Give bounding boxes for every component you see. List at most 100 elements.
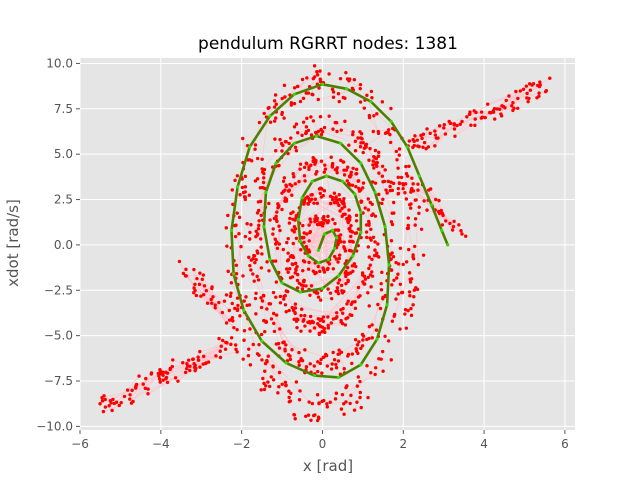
solution-node <box>386 303 389 306</box>
tree-node <box>525 84 528 87</box>
tree-node <box>347 79 350 82</box>
solution-node <box>293 93 296 96</box>
tree-node <box>262 294 265 297</box>
tree-node <box>294 262 297 265</box>
solution-node <box>430 203 433 206</box>
tree-node <box>348 402 351 405</box>
tree-node <box>377 155 380 158</box>
tree-node <box>374 149 377 152</box>
tree-node <box>283 176 286 179</box>
tree-node <box>265 260 268 263</box>
tree-node <box>283 349 286 352</box>
tree-node <box>291 275 294 278</box>
tree-node <box>370 96 373 99</box>
tree-node <box>233 179 236 182</box>
tree-node <box>414 286 417 289</box>
tree-node <box>243 329 246 332</box>
tree-node <box>323 327 326 330</box>
tree-node <box>441 212 444 215</box>
tree-node <box>270 317 273 320</box>
tree-node <box>292 175 295 178</box>
tree-node <box>323 170 326 173</box>
tree-node <box>341 307 344 310</box>
tree-node <box>355 172 358 175</box>
tree-node <box>397 192 400 195</box>
tree-node <box>275 220 278 223</box>
tree-node <box>184 268 187 271</box>
tree-node <box>329 401 332 404</box>
tree-node <box>394 297 397 300</box>
x-tick-label: 6 <box>561 437 569 451</box>
tree-node <box>356 343 359 346</box>
tree-node <box>225 321 228 324</box>
tree-node <box>293 417 296 420</box>
tree-node <box>305 365 308 368</box>
tree-node <box>123 395 126 398</box>
tree-node <box>287 309 290 312</box>
tree-node <box>171 365 174 368</box>
tree-node <box>411 303 414 306</box>
tree-node <box>259 296 262 299</box>
tree-node <box>131 400 134 403</box>
tree-node <box>259 237 262 240</box>
tree-node <box>366 291 369 294</box>
solution-node <box>321 83 324 86</box>
tree-node <box>241 186 244 189</box>
tree-node <box>389 141 392 144</box>
tree-node <box>278 371 281 374</box>
tree-node <box>413 134 416 137</box>
tree-node <box>381 180 384 183</box>
tree-node <box>265 307 268 310</box>
tree-node <box>322 222 325 225</box>
tree-node <box>340 200 343 203</box>
tree-node <box>532 82 535 85</box>
tree-node <box>340 128 343 131</box>
tree-node <box>374 181 377 184</box>
solution-node <box>268 114 271 117</box>
tree-node <box>263 168 266 171</box>
tree-node <box>354 149 357 152</box>
tree-node <box>345 302 348 305</box>
tree-node <box>272 378 275 381</box>
tree-node <box>293 218 296 221</box>
tree-node <box>171 358 174 361</box>
tree-node <box>418 205 421 208</box>
tree-node <box>442 126 445 129</box>
tree-node <box>301 287 304 290</box>
tree-node <box>452 220 455 223</box>
tree-node <box>249 223 252 226</box>
tree-node <box>346 166 349 169</box>
tree-node <box>323 163 326 166</box>
tree-node <box>267 202 270 205</box>
tree-node <box>344 400 347 403</box>
tree-node <box>166 381 169 384</box>
tree-node <box>400 176 403 179</box>
tree-node <box>305 232 308 235</box>
tree-node <box>416 138 419 141</box>
tree-node <box>325 354 328 357</box>
tree-node <box>355 231 358 234</box>
tree-node <box>373 373 376 376</box>
tree-node <box>289 212 292 215</box>
tree-node <box>98 402 101 405</box>
tree-node <box>299 100 302 103</box>
tree-node <box>285 310 288 313</box>
tree-node <box>249 268 252 271</box>
tree-node <box>254 258 257 261</box>
tree-node <box>319 362 322 365</box>
tree-node <box>339 319 342 322</box>
tree-node <box>330 321 333 324</box>
tree-node <box>278 229 281 232</box>
tree-node <box>493 117 496 120</box>
tree-node <box>232 326 235 329</box>
tree-node <box>324 167 327 170</box>
tree-node <box>217 337 220 340</box>
tree-node <box>165 376 168 379</box>
tree-node <box>267 269 270 272</box>
tree-node <box>398 153 401 156</box>
tree-node <box>469 123 472 126</box>
tree-node <box>369 273 372 276</box>
tree-node <box>318 270 321 273</box>
tree-node <box>313 326 316 329</box>
tree-node <box>373 248 376 251</box>
